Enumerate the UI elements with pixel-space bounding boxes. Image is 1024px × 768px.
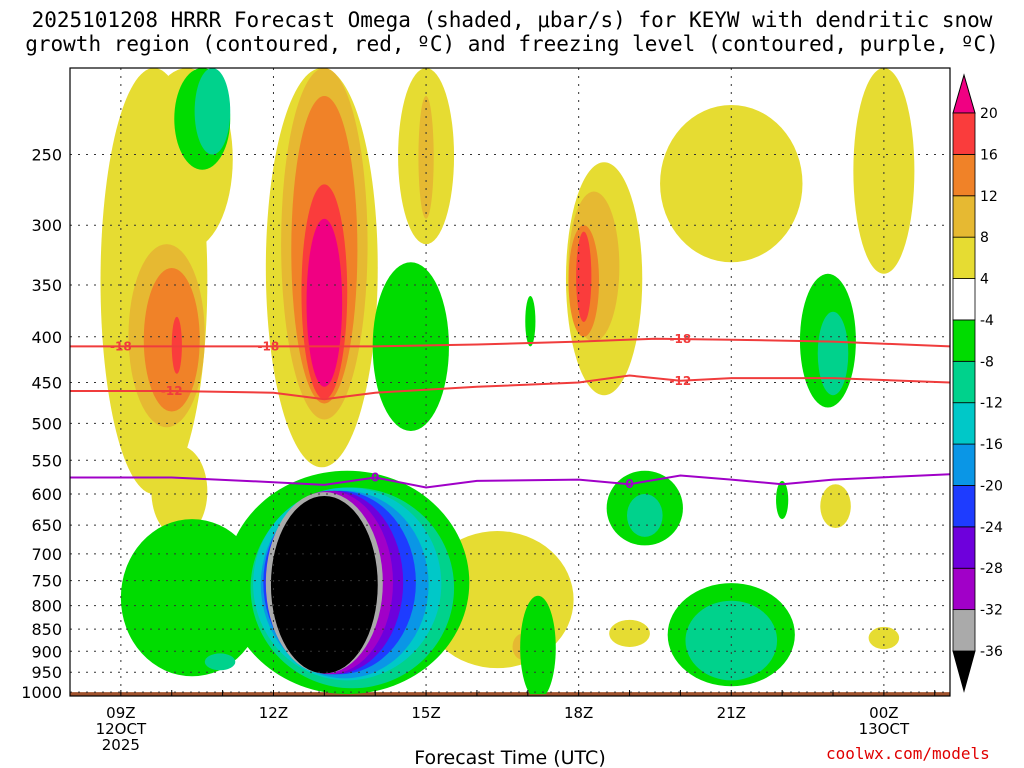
grid-layer <box>70 68 950 696</box>
colorbar-label--28: -28 <box>980 561 1003 577</box>
omega-blob--8-39 <box>204 653 236 671</box>
x-tick-label-21Z: 21Z <box>717 704 746 722</box>
contour-line--12C <box>70 374 950 401</box>
colorbar-label--20: -20 <box>980 478 1003 494</box>
colorbar-band-9 <box>952 278 976 321</box>
colorbar-band-3 <box>952 526 976 569</box>
colorbar-legend: -36 -32 -28 -24 -20 -16 -12 -8 -4 4 8 12 16 20 <box>952 73 1003 693</box>
x-tick-label-15Z: 15Z <box>411 704 440 722</box>
colorbar-label-8: 8 <box>980 230 989 246</box>
colorbar-band-2 <box>952 567 976 611</box>
omega-blob--4-31 <box>120 519 264 677</box>
y-tick-label-1000: 1000 <box>21 683 62 702</box>
colorbar-label-12: 12 <box>980 189 998 205</box>
x-tick-label-18Z: 18Z <box>564 704 593 722</box>
omega-blob-20-24 <box>306 218 343 387</box>
colorbar-label-16: 16 <box>980 147 998 163</box>
contour-line-0C <box>70 473 950 489</box>
colorbar-label--16: -16 <box>980 437 1003 453</box>
contour-label--18C-1: -18 <box>258 339 280 353</box>
colorbar-band-8 <box>952 319 976 362</box>
colorbar-label--8: -8 <box>980 354 994 370</box>
y-tick-label-800: 800 <box>31 597 62 616</box>
omega-blob--8-38 <box>685 600 778 681</box>
colorbar-label-4: 4 <box>980 272 989 288</box>
y-axis: 250 300 350 400 450 500 550 600 650 700 750 800 850 9… <box>21 146 62 703</box>
colorbar-band-10 <box>952 236 976 279</box>
contour-label--12C-0: -12 <box>161 384 183 398</box>
contour-line--18C <box>70 337 950 348</box>
colorbar-min-arrow <box>952 650 976 693</box>
omega-blob--4-32 <box>520 595 556 696</box>
y-tick-label-700: 700 <box>31 545 62 564</box>
colorbar-band-1 <box>952 609 976 652</box>
x-tick-label-00Z: 00Z <box>869 704 898 722</box>
omega-shading-layer <box>70 68 950 696</box>
y-tick-label-600: 600 <box>31 485 62 504</box>
colorbar-band-13 <box>952 112 976 155</box>
ground-strip-top <box>70 694 950 696</box>
ground-strip <box>70 692 950 696</box>
omega-blob-16-23 <box>576 231 592 322</box>
y-tick-label-750: 750 <box>31 572 62 591</box>
colorbar-band-7 <box>952 360 976 404</box>
x-tick-year-09Z: 2025 <box>102 736 140 754</box>
contour-label-0C-1: 0 <box>625 477 633 491</box>
y-tick-label-950: 950 <box>31 663 62 682</box>
x-axis-label: Forecast Time (UTC) <box>414 747 605 768</box>
colorbar-label--32: -32 <box>980 603 1003 619</box>
x-tick-date-00Z: 13OCT <box>859 720 910 738</box>
omega-blob--4-27 <box>525 295 536 347</box>
colorbar-label--36: -36 <box>980 644 1003 660</box>
omega-blob-4-10 <box>609 619 650 647</box>
chart-title-line-2: growth region (contoured, red, ºC) and f… <box>25 32 999 56</box>
omega-blob--8-36 <box>817 311 849 396</box>
contour-label--12C-1: -12 <box>670 374 692 388</box>
y-tick-label-650: 650 <box>31 516 62 535</box>
omega-blob--8-35 <box>194 68 231 155</box>
y-tick-label-900: 900 <box>31 642 62 661</box>
colorbar-label--12: -12 <box>980 396 1003 412</box>
site-watermark: coolwx.com/models <box>826 744 990 763</box>
colorbar-band-12 <box>952 153 976 197</box>
contour-label--18C-0: -18 <box>110 339 132 353</box>
colorbar-band-11 <box>952 195 976 238</box>
chart-title-line-1: 2025101208 HRRR Forecast Omega (shaded, … <box>31 8 993 32</box>
y-tick-label-850: 850 <box>31 620 62 639</box>
omega-blob-12-18 <box>143 268 200 412</box>
colorbar-label--4: -4 <box>980 313 994 329</box>
omega-blob-4-6 <box>660 104 803 263</box>
contour-layer: -18 -18 -18 -12 -12 0 0 <box>70 332 950 491</box>
x-tick-date-09Z: 12OCT <box>96 720 147 738</box>
omega-blob-4-7 <box>853 68 915 274</box>
x-tick-label-09Z: 09Z <box>106 704 135 722</box>
y-tick-label-550: 550 <box>31 451 62 470</box>
omega-blob--8-37 <box>626 494 663 537</box>
colorbar-label-20: 20 <box>980 106 998 122</box>
x-tick-label-12Z: 12Z <box>259 704 288 722</box>
colorbar-label--24: -24 <box>980 520 1003 536</box>
y-tick-label-450: 450 <box>31 373 62 392</box>
plot-frame <box>69 67 951 697</box>
omega-blob-16-22 <box>171 316 182 374</box>
omega-blob-4-2 <box>151 445 208 537</box>
y-tick-label-350: 350 <box>31 276 62 295</box>
contour-label--18C-2: -18 <box>670 332 692 346</box>
omega-blob--4-33 <box>776 480 789 520</box>
y-tick-label-500: 500 <box>31 414 62 433</box>
colorbar-band-5 <box>952 443 976 486</box>
y-tick-label-300: 300 <box>31 216 62 235</box>
y-tick-label-250: 250 <box>31 146 62 165</box>
omega-blob-4-11 <box>820 484 851 529</box>
contour-label-0C-0: 0 <box>371 471 379 485</box>
colorbar-band-6 <box>952 402 976 445</box>
y-tick-label-400: 400 <box>31 328 62 347</box>
colorbar-max-arrow <box>952 73 976 114</box>
colorbar-band-4 <box>952 485 976 528</box>
omega-blob--36-47 <box>270 495 378 674</box>
